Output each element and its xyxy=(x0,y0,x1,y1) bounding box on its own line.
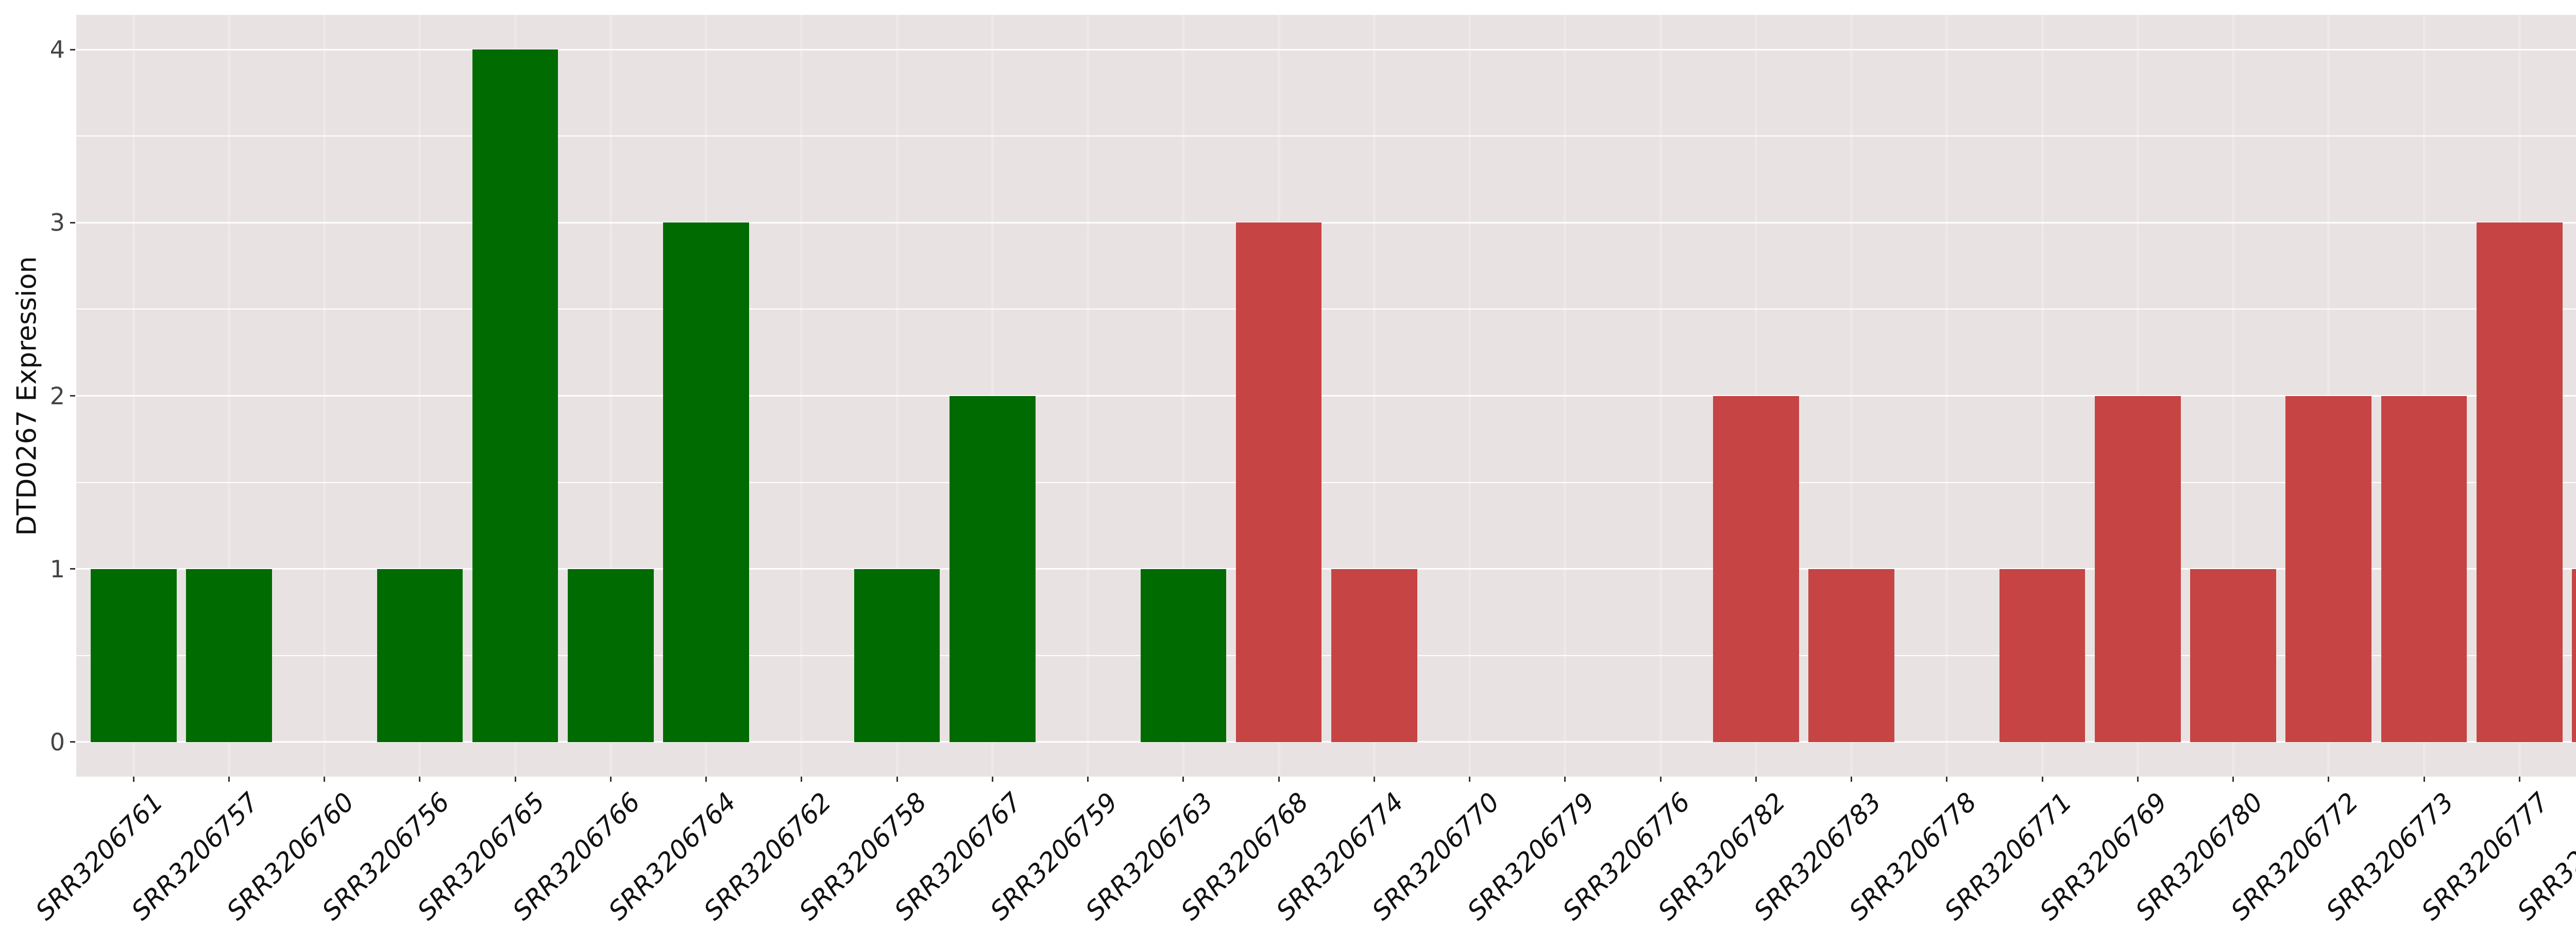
x-tick xyxy=(2518,777,2520,782)
bar-SRR3206757 xyxy=(186,569,272,742)
y-tick xyxy=(70,741,75,743)
x-tick xyxy=(2137,777,2139,782)
x-tick xyxy=(991,777,993,782)
y-tick-label: 1 xyxy=(49,555,65,583)
gridline-major xyxy=(76,395,2576,397)
x-tick xyxy=(1946,777,1948,782)
bar-SRR3206767 xyxy=(950,396,1036,742)
x-tick xyxy=(228,777,230,782)
bar-SRR3206774 xyxy=(1331,569,1417,742)
bar-SRR3206780 xyxy=(2190,569,2276,742)
x-tick xyxy=(2328,777,2330,782)
x-tick xyxy=(1659,777,1662,782)
x-tick xyxy=(514,777,516,782)
x-tick xyxy=(324,777,326,782)
bar-SRR3206761 xyxy=(90,569,177,742)
gridline-minor xyxy=(76,482,2576,483)
x-tick xyxy=(609,777,612,782)
y-tick-label: 4 xyxy=(49,36,65,64)
bar-SRR3206783 xyxy=(1808,569,1894,742)
bar-SRR3206765 xyxy=(472,49,558,742)
bar-SRR3206772 xyxy=(2285,396,2372,742)
x-tick xyxy=(1373,777,1375,782)
bar-SRR3206758 xyxy=(854,569,940,742)
x-tick xyxy=(1087,777,1089,782)
gridline-minor xyxy=(76,135,2576,137)
gridline-minor xyxy=(76,308,2576,310)
y-tick xyxy=(70,395,75,397)
x-tick xyxy=(801,777,803,782)
bar-SRR3206771 xyxy=(1999,569,2086,742)
y-tick-label: 0 xyxy=(49,728,65,756)
x-tick xyxy=(419,777,421,782)
gridline-major xyxy=(76,48,2576,50)
x-tick xyxy=(2423,777,2425,782)
x-tick xyxy=(1851,777,1853,782)
gridline-major xyxy=(76,221,2576,224)
x-tick xyxy=(1755,777,1757,782)
y-tick xyxy=(70,48,75,50)
bar-SRR3206781 xyxy=(2572,569,2576,742)
bar-SRR3206756 xyxy=(377,569,463,742)
x-tick xyxy=(2041,777,2043,782)
x-tick xyxy=(1278,777,1280,782)
bar-SRR3206768 xyxy=(1235,222,1322,742)
x-tick xyxy=(132,777,134,782)
gridline-major xyxy=(76,741,2576,743)
bar-SRR3206769 xyxy=(2095,396,2181,742)
bar-SRR3206763 xyxy=(1140,569,1227,742)
x-tick xyxy=(896,777,898,782)
x-tick xyxy=(1564,777,1566,782)
plot-panel xyxy=(76,15,2576,777)
bar-SRR3206766 xyxy=(568,569,654,742)
x-tick xyxy=(2232,777,2234,782)
bar-SRR3206782 xyxy=(1713,396,1799,742)
y-tick-label: 3 xyxy=(49,209,65,237)
y-tick-label: 2 xyxy=(49,382,65,410)
bar-SRR3206764 xyxy=(663,222,749,742)
y-tick xyxy=(70,221,75,224)
y-tick xyxy=(70,568,75,570)
x-tick xyxy=(1182,777,1184,782)
bar-SRR3206773 xyxy=(2381,396,2467,742)
gridline-minor xyxy=(76,655,2576,656)
gridline-major xyxy=(76,568,2576,570)
bar-SRR3206777 xyxy=(2476,222,2563,742)
x-tick xyxy=(1469,777,1471,782)
x-tick xyxy=(705,777,707,782)
